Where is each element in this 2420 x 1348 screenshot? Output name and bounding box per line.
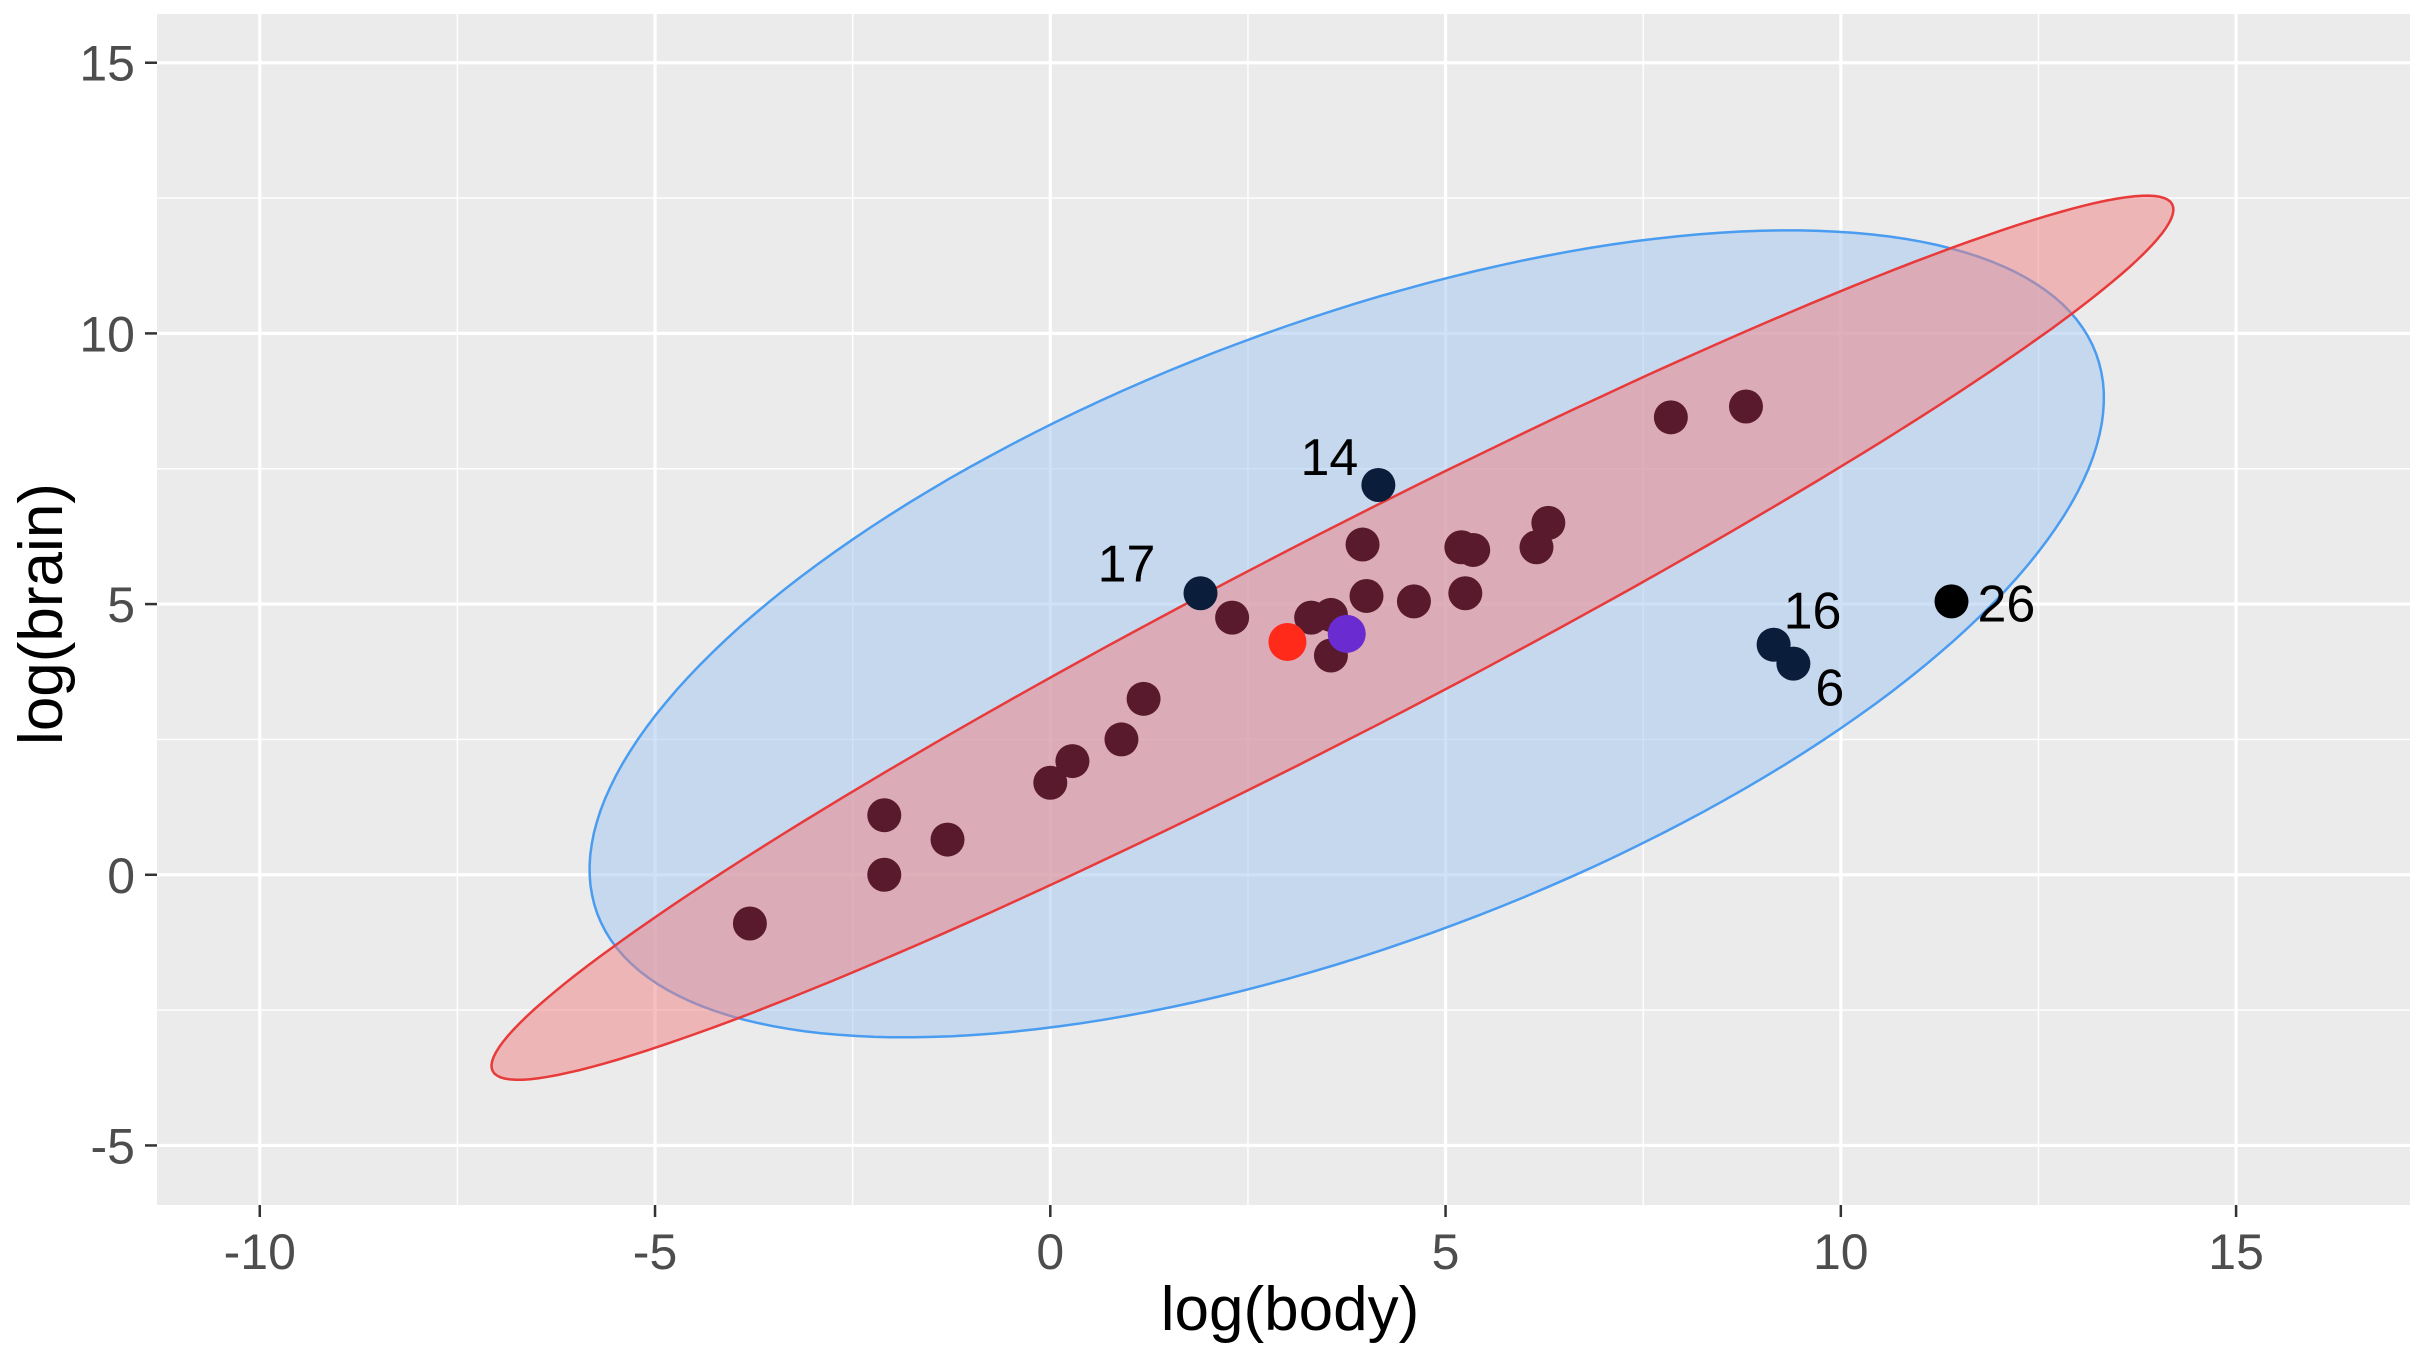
x-axis-title: log(body) [1161, 1275, 1419, 1344]
point-labels-layer: 17 14 16 6 26 [1098, 429, 2036, 718]
point-label-6: 6 [1815, 660, 1844, 718]
point-16 [1456, 532, 1491, 567]
point-label-17 [1183, 576, 1218, 611]
point-label-26: 26 [1977, 575, 2035, 633]
y-tick-label--5: -5 [91, 1118, 135, 1174]
point-6 [1104, 722, 1139, 757]
y-axis-ticks: -5 0 5 10 15 [79, 36, 157, 1174]
points-layer [732, 389, 1969, 941]
x-tick-label--5: -5 [633, 1224, 677, 1280]
point-label-14 [1361, 467, 1396, 502]
y-tick-label-0: 0 [107, 848, 135, 904]
x-tick-label--10: -10 [224, 1224, 296, 1280]
point-8 [1215, 600, 1250, 635]
point-5 [1055, 744, 1090, 779]
point-label-16: 16 [1784, 583, 1842, 641]
point-label-14: 14 [1301, 429, 1359, 487]
x-tick-label-5: 5 [1432, 1224, 1460, 1280]
point-0 [732, 906, 767, 941]
point-17 [1448, 576, 1483, 611]
point-4 [1033, 765, 1068, 800]
point-3 [930, 822, 965, 857]
purple-center [1327, 614, 1366, 653]
point-14 [1396, 584, 1431, 619]
point-label-26 [1934, 584, 1969, 619]
centers-layer [1268, 614, 1366, 661]
x-tick-label-15: 15 [2208, 1224, 2264, 1280]
point-label-17: 17 [1098, 535, 1156, 593]
y-tick-label-5: 5 [107, 577, 135, 633]
x-tick-label-0: 0 [1036, 1224, 1064, 1280]
point-label-6 [1776, 646, 1811, 681]
point-19 [1531, 505, 1566, 540]
y-axis-title: log(brain) [7, 483, 76, 745]
point-21 [1728, 389, 1763, 424]
point-12 [1345, 527, 1380, 562]
x-axis-ticks: -10 -5 0 5 10 15 [224, 1205, 2264, 1280]
point-7 [1126, 681, 1161, 716]
point-1 [867, 798, 902, 833]
y-tick-label-10: 10 [79, 306, 135, 362]
x-tick-label-10: 10 [1813, 1224, 1869, 1280]
point-2 [867, 857, 902, 892]
red-center [1268, 622, 1307, 661]
point-20 [1653, 400, 1688, 435]
point-13 [1349, 578, 1384, 613]
y-tick-label-15: 15 [79, 36, 135, 92]
